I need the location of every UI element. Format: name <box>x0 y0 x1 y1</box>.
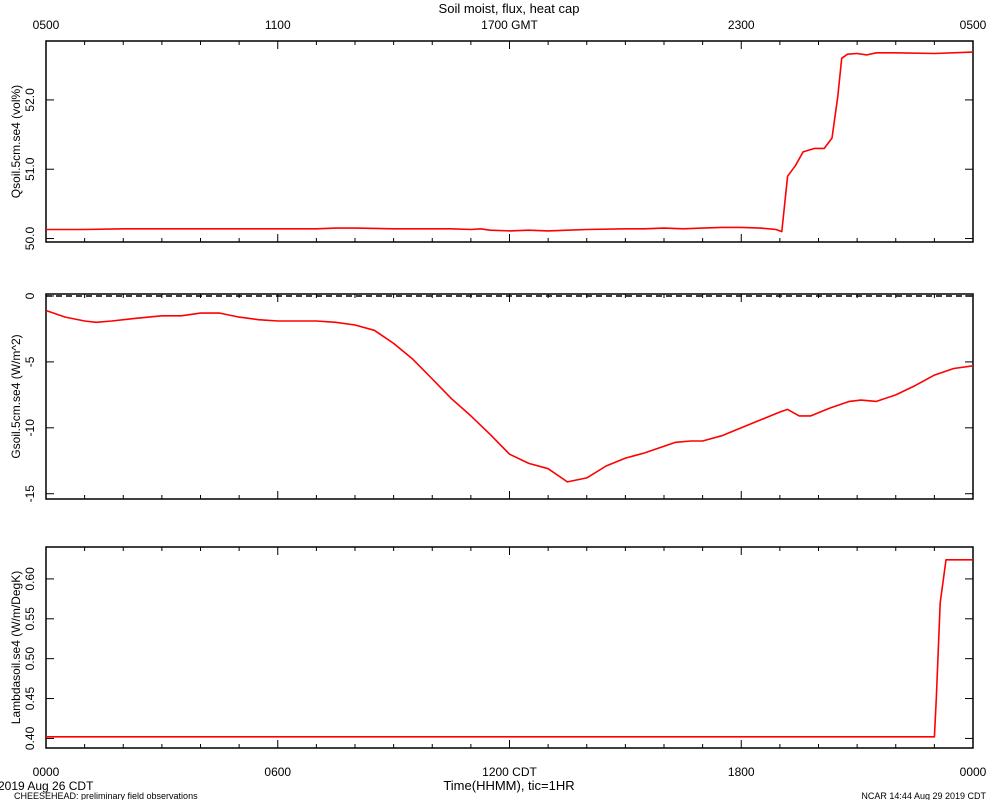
y-tick-label: 0 <box>23 292 37 299</box>
y-tick-label: 52.0 <box>23 88 37 112</box>
series-line-gsoil <box>45 309 974 483</box>
panel-gsoil: 0 -5 -10 -15 Gsoil.5cm.se4 (W/m^2) <box>9 292 974 503</box>
y-tick-label: -10 <box>23 419 37 437</box>
top-x-tick-label: 2300 <box>728 18 755 32</box>
y-tick-label: 0.50 <box>23 647 37 671</box>
y-axis-label: Lambdasoil.se4 (W/m/DegK) <box>9 571 23 724</box>
panel-frame <box>45 293 974 500</box>
date-label: 2019 Aug 26 CDT <box>0 779 94 793</box>
y-tick-label: 0.40 <box>23 726 37 750</box>
y-tick-label: 0.60 <box>23 567 37 591</box>
series-line-lambdasoil <box>46 559 973 738</box>
top-x-tick-label: 0500 <box>33 18 60 32</box>
top-x-tick-label: 1100 <box>265 18 291 32</box>
top-x-tick-label: 0500 <box>960 18 987 32</box>
top-x-tick-label: 1700 GMT <box>481 18 538 32</box>
y-tick-label: 0.45 <box>23 687 37 711</box>
y-axis-label: Gsoil.5cm.se4 (W/m^2) <box>9 334 23 458</box>
panel-frame <box>45 40 974 243</box>
x-tick-label: 1800 <box>728 765 755 779</box>
series-line-qsoil <box>46 51 974 233</box>
x-tick-label: 0000 <box>960 765 987 779</box>
y-tick-label: -5 <box>23 356 37 367</box>
y-axis-label: Qsoil.5cm.se4 (vol%) <box>9 85 23 198</box>
y-tick-label: 51.0 <box>23 157 37 181</box>
y-tick-label: 0.55 <box>23 607 37 631</box>
x-tick-label: 1200 CDT <box>482 765 537 779</box>
y-tick-label: -15 <box>23 485 37 503</box>
timestamp-label: NCAR 14:44 Aug 29 2019 CDT <box>861 791 986 800</box>
project-label: CHEESEHEAD: preliminary field observatio… <box>14 791 198 800</box>
x-tick-label: 0000 <box>33 765 60 779</box>
panel-frame <box>45 546 974 749</box>
y-tick-label: 50.0 <box>23 227 37 251</box>
chart-title: Soil moist, flux, heat cap <box>439 1 580 16</box>
x-tick-label: 0600 <box>264 765 291 779</box>
x-axis-label: Time(HHMM), tic=1HR <box>443 778 574 793</box>
